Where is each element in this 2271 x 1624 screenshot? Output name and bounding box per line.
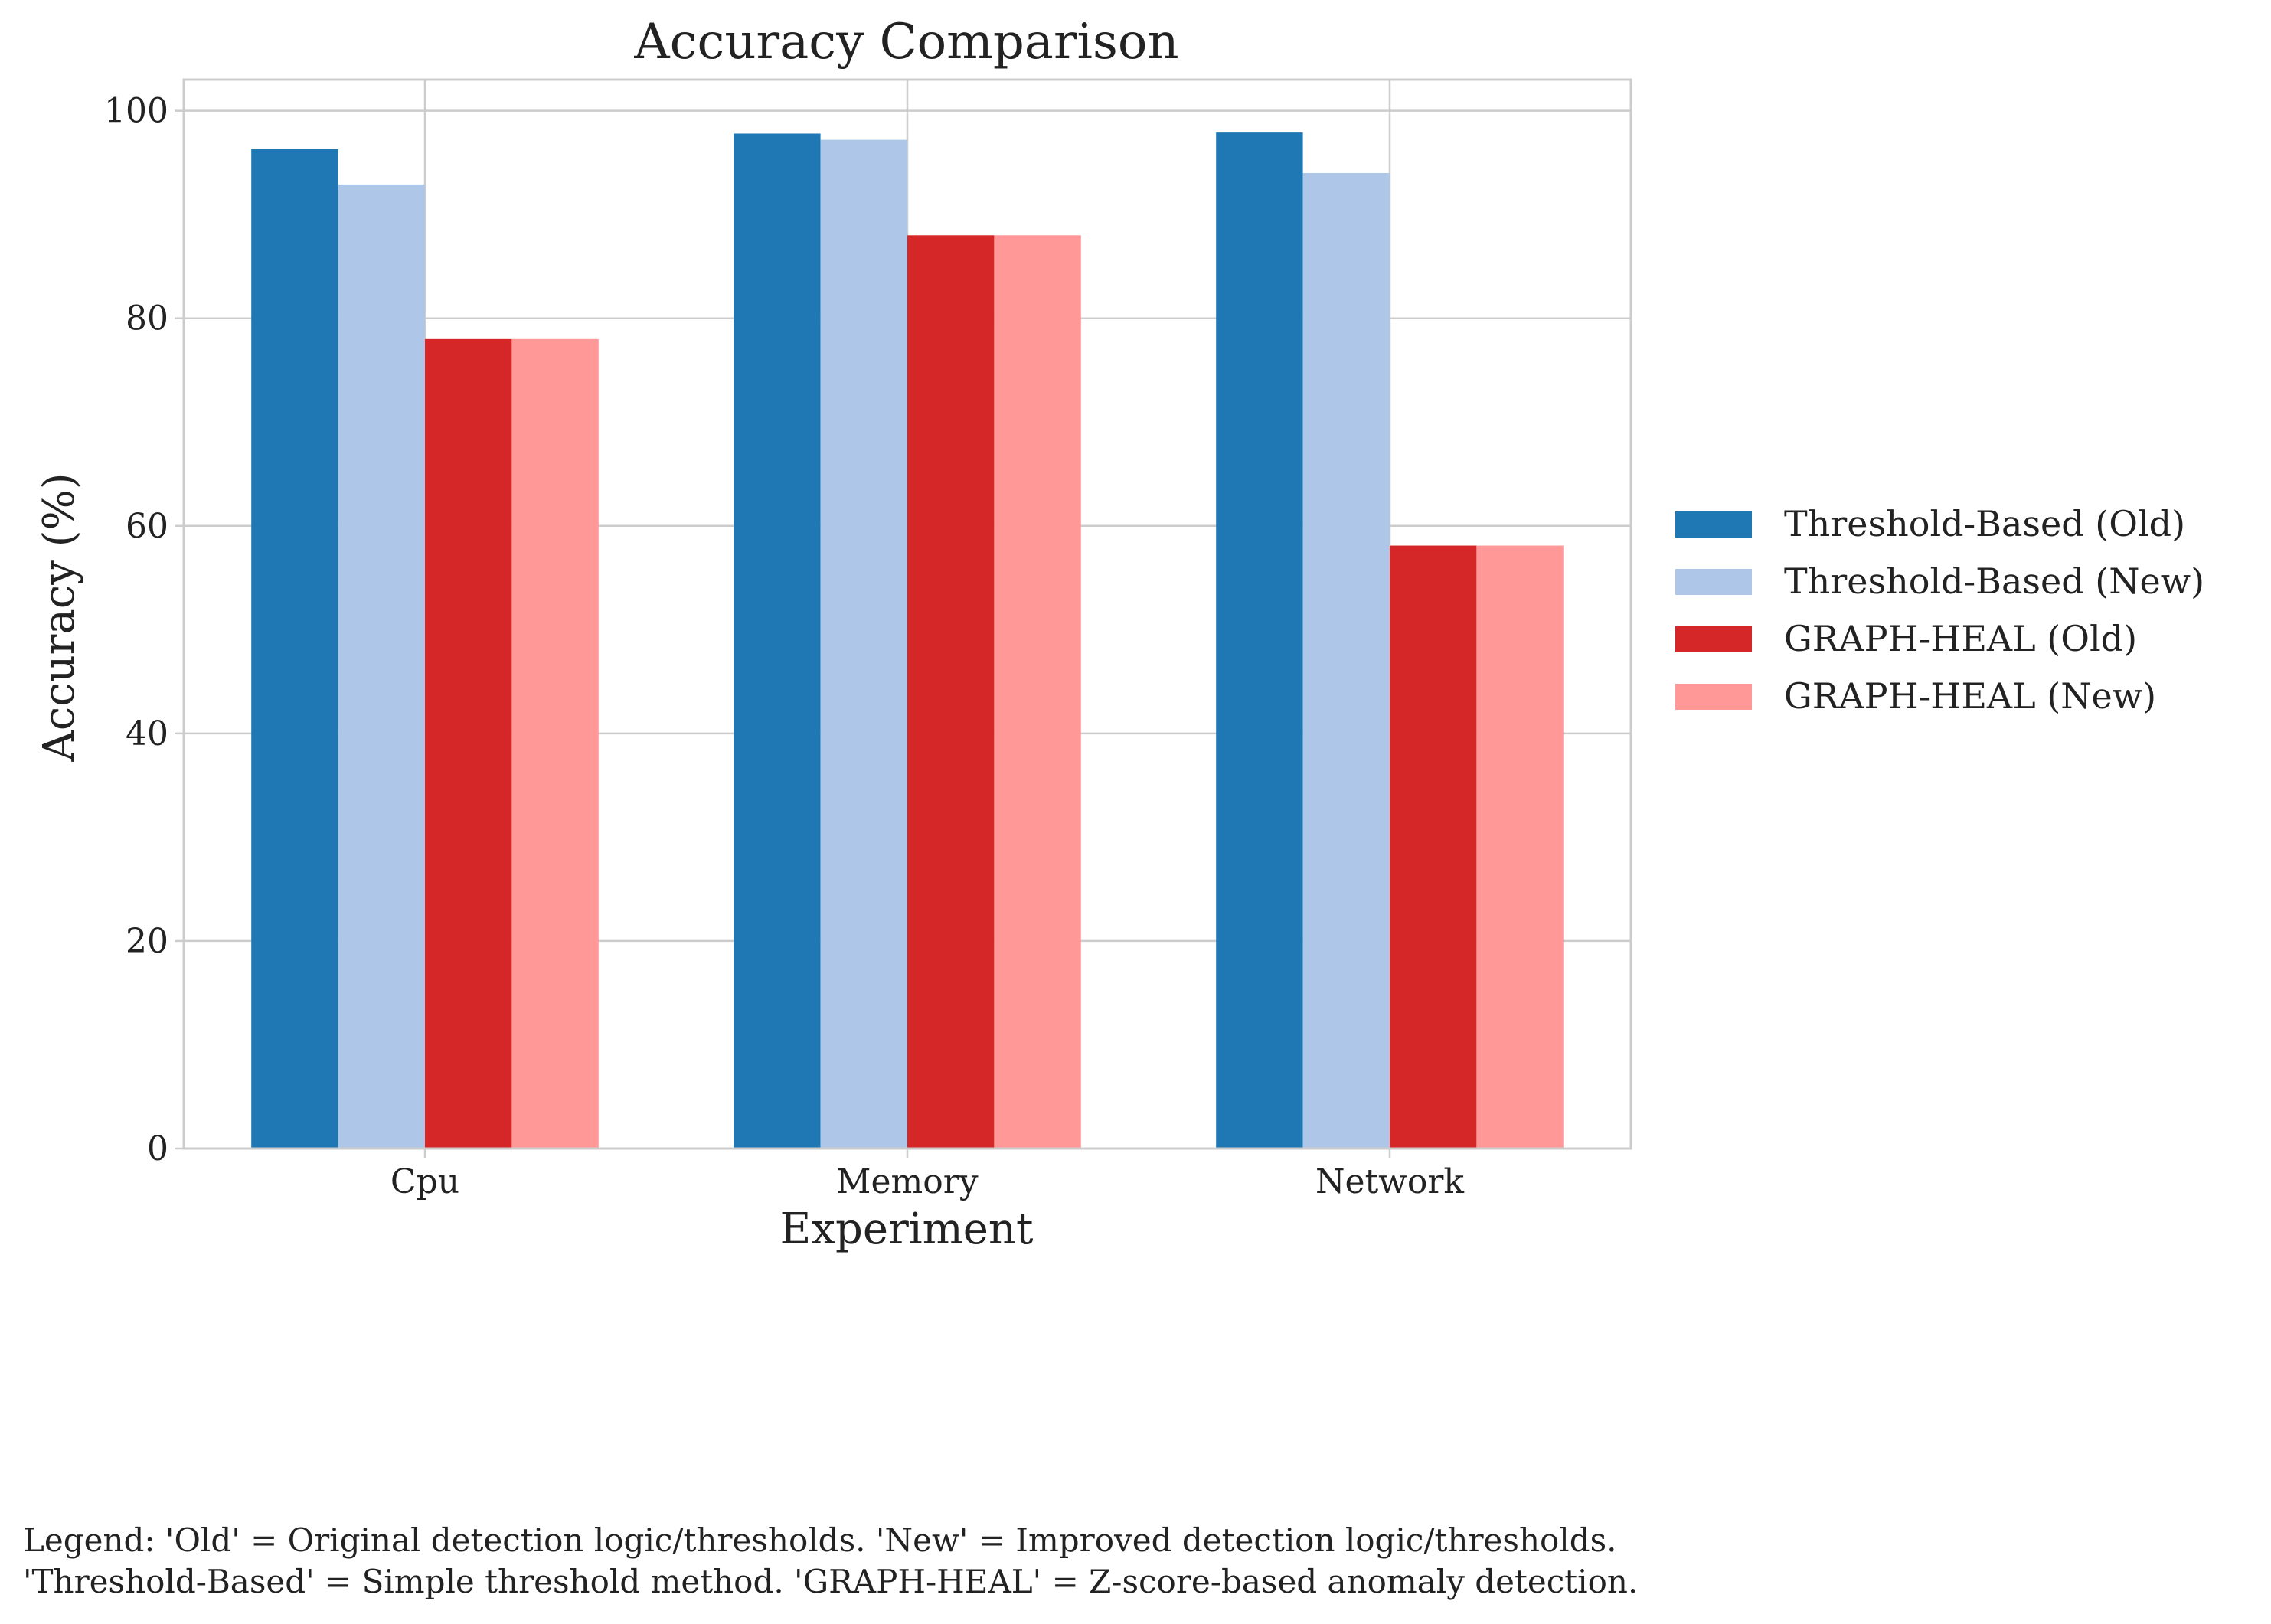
footnote-line-1: Legend: 'Old' = Original detection logic… (23, 1521, 1617, 1559)
y-axis-ticks: 0 20 40 60 80 100 (104, 92, 184, 1168)
bar (338, 184, 425, 1149)
legend-swatch (1675, 511, 1752, 538)
bars (251, 132, 1564, 1149)
legend-swatch (1675, 626, 1752, 652)
y-tick-label: 0 (147, 1129, 168, 1168)
x-tick-label: Memory (836, 1162, 978, 1201)
y-tick-label: 100 (104, 92, 168, 131)
x-axis-ticks: Cpu Memory Network (390, 1149, 1464, 1201)
legend-label: GRAPH-HEAL (New) (1784, 675, 2156, 717)
y-tick-label: 40 (126, 714, 168, 753)
legend-label: GRAPH-HEAL (Old) (1784, 618, 2137, 659)
legend: Threshold-Based (Old) Threshold-Based (Ne… (1675, 503, 2204, 717)
bar (511, 338, 599, 1149)
bar (1216, 132, 1303, 1149)
bar (1476, 545, 1564, 1149)
bar (734, 133, 821, 1149)
bar (907, 235, 995, 1149)
legend-label: Threshold-Based (Old) (1784, 503, 2185, 544)
bar (1302, 172, 1390, 1149)
chart-title: Accuracy Comparison (633, 14, 1178, 70)
y-tick-label: 80 (126, 299, 168, 338)
y-axis-title: Accuracy (%) (34, 472, 84, 762)
legend-label: Threshold-Based (New) (1784, 560, 2204, 602)
legend-swatch (1675, 569, 1752, 595)
footnote: Legend: 'Old' = Original detection logic… (23, 1520, 2243, 1603)
x-axis-title: Experiment (780, 1204, 1034, 1254)
bar (425, 338, 512, 1149)
legend-swatch (1675, 684, 1752, 710)
y-tick-label: 20 (126, 922, 168, 961)
bar (1390, 545, 1477, 1149)
x-tick-label: Cpu (390, 1162, 459, 1201)
x-tick-label: Network (1315, 1162, 1464, 1201)
y-tick-label: 60 (126, 507, 168, 546)
bar (994, 235, 1081, 1149)
bar (251, 149, 338, 1149)
footnote-line-2: 'Threshold-Based' = Simple threshold met… (23, 1563, 1639, 1600)
bar (820, 139, 907, 1149)
